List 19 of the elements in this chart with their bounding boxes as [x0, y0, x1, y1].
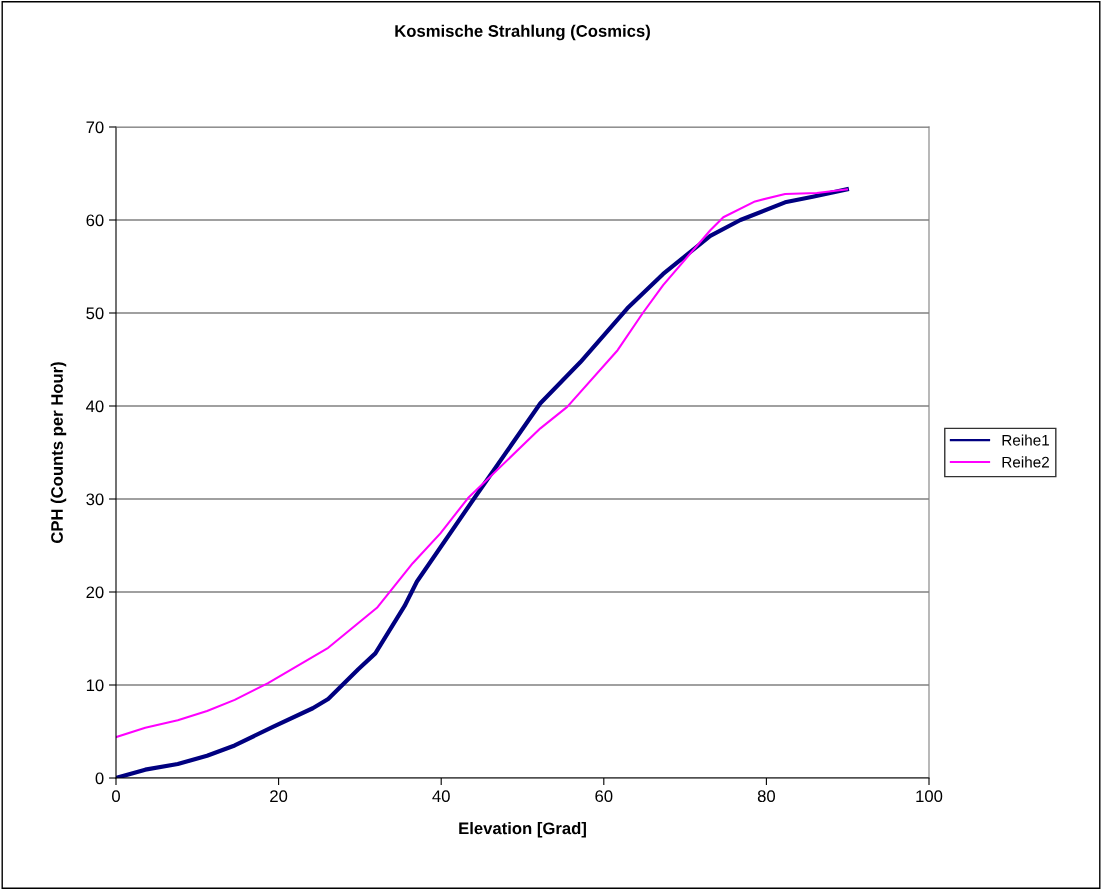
chart-title: Kosmische Strahlung (Cosmics): [395, 24, 650, 41]
x-tick-label: 40: [432, 790, 450, 803]
x-tick-label: 80: [757, 790, 776, 803]
y-tick-label: 30: [86, 493, 104, 506]
y-tick-label: 60: [86, 214, 104, 227]
y-tick-label: 0: [95, 772, 104, 785]
y-tick-label: 20: [86, 586, 104, 599]
legend-label: Reihe1: [1002, 434, 1049, 446]
y-tick-label: 50: [86, 307, 104, 320]
x-tick-label: 20: [270, 790, 288, 803]
x-tick-label: 100: [916, 790, 943, 803]
y-tick-label: 10: [86, 679, 104, 692]
x-axis-title: Elevation [Grad]: [459, 822, 586, 838]
y-tick-label: 40: [86, 400, 104, 413]
y-tick-label: 70: [86, 121, 104, 134]
x-tick-label: 0: [112, 790, 120, 803]
x-tick-label: 60: [595, 790, 613, 803]
legend-label: Reihe2: [1002, 456, 1049, 468]
y-axis-title: CPH (Counts per Hour): [50, 362, 67, 544]
